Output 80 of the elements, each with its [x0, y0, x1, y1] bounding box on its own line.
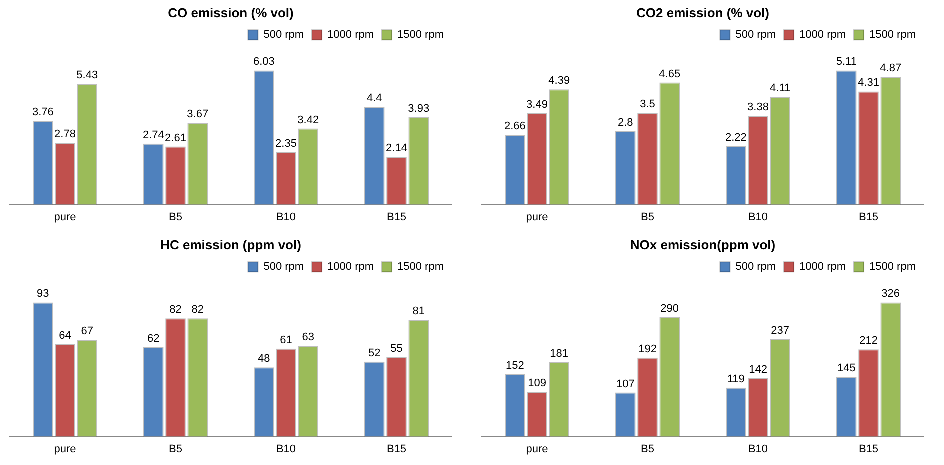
- data-label: 2.22: [725, 132, 747, 144]
- legend-label: 1500 rpm: [398, 261, 444, 274]
- data-label: 107: [616, 378, 635, 390]
- data-label: 93: [37, 288, 50, 300]
- data-label: 3.5: [640, 98, 656, 110]
- data-label: 81: [412, 306, 425, 318]
- data-label: 326: [882, 288, 900, 300]
- x-tick-label: B10: [276, 211, 296, 224]
- chart-title: NOx emission(ppm vol): [630, 237, 776, 252]
- data-label: 4.65: [659, 68, 681, 80]
- x-tick-label: B5: [641, 443, 654, 456]
- x-tick-label: pure: [526, 443, 548, 456]
- x-tick-label: B10: [748, 211, 768, 224]
- data-label: 4.31: [858, 77, 880, 90]
- legend-label: 1000 rpm: [328, 29, 374, 42]
- data-label: 4.4: [367, 92, 382, 104]
- legend-label: 500 rpm: [736, 29, 776, 42]
- data-label: 48: [258, 353, 270, 366]
- data-label: 119: [727, 373, 745, 386]
- data-label: 2.35: [276, 138, 297, 150]
- x-tick-label: B15: [858, 211, 879, 224]
- data-label: 62: [148, 332, 160, 345]
- data-label: 63: [302, 332, 314, 344]
- data-label: 2.74: [142, 129, 164, 142]
- data-label: 82: [192, 304, 204, 316]
- x-tick-label: B5: [169, 443, 182, 456]
- x-tick-label: B15: [386, 443, 407, 456]
- legend-label: 1500 rpm: [870, 29, 916, 42]
- data-label: 192: [638, 343, 657, 356]
- legend-label: 500 rpm: [736, 261, 776, 274]
- legend-label: 500 rpm: [264, 261, 304, 274]
- data-label: 5.11: [836, 56, 857, 68]
- data-label: 3.76: [32, 106, 54, 119]
- data-label: 2.66: [504, 120, 526, 133]
- legend-label: 1000 rpm: [328, 261, 374, 274]
- x-tick-label: B5: [169, 211, 182, 224]
- data-label: 142: [749, 364, 768, 376]
- data-label: 181: [550, 348, 569, 360]
- data-label: 109: [528, 378, 546, 390]
- data-label: 64: [59, 330, 72, 342]
- data-label: 5.43: [76, 70, 98, 82]
- data-label: 4.11: [770, 82, 791, 94]
- chart-title: CO emission (% vol): [168, 5, 294, 20]
- data-label: 2.61: [165, 132, 186, 144]
- x-tick-label: B5: [641, 211, 654, 224]
- legend-label: 500 rpm: [264, 29, 304, 42]
- data-label: 145: [837, 362, 856, 375]
- x-tick-label: pure: [54, 443, 76, 456]
- data-label: 3.93: [408, 102, 430, 115]
- legend-label: 1000 rpm: [800, 29, 846, 42]
- data-label: 152: [506, 360, 524, 372]
- data-label: 3.49: [526, 98, 548, 111]
- data-label: 6.03: [253, 56, 275, 68]
- data-label: 290: [660, 303, 680, 316]
- chart-title: HC emission (ppm vol): [160, 237, 302, 252]
- x-tick-label: pure: [526, 211, 548, 224]
- legend-label: 1500 rpm: [398, 29, 444, 42]
- data-label: 3.38: [748, 102, 769, 114]
- x-tick-label: pure: [54, 211, 76, 224]
- data-label: 82: [170, 304, 182, 316]
- legend-label: 1500 rpm: [870, 261, 916, 274]
- data-label: 3.42: [298, 114, 320, 126]
- x-tick-label: B10: [748, 443, 768, 456]
- data-label: 212: [860, 335, 878, 348]
- data-label: 2.78: [54, 128, 76, 141]
- data-label: 4.87: [880, 62, 902, 75]
- data-label: 61: [280, 334, 292, 346]
- x-tick-label: B10: [276, 443, 296, 456]
- data-label: 3.67: [187, 108, 209, 121]
- legend-label: 1000 rpm: [800, 261, 846, 274]
- data-label: 2.14: [386, 142, 408, 155]
- data-label: 67: [81, 326, 94, 338]
- chart-title: CO2 emission (% vol): [636, 5, 770, 20]
- data-label: 4.39: [548, 75, 570, 88]
- data-label: 52: [368, 347, 381, 360]
- x-tick-label: B15: [386, 211, 407, 224]
- data-label: 55: [390, 343, 403, 356]
- data-label: 237: [771, 324, 790, 337]
- data-label: 2.8: [618, 116, 634, 129]
- x-tick-label: B15: [858, 443, 879, 456]
